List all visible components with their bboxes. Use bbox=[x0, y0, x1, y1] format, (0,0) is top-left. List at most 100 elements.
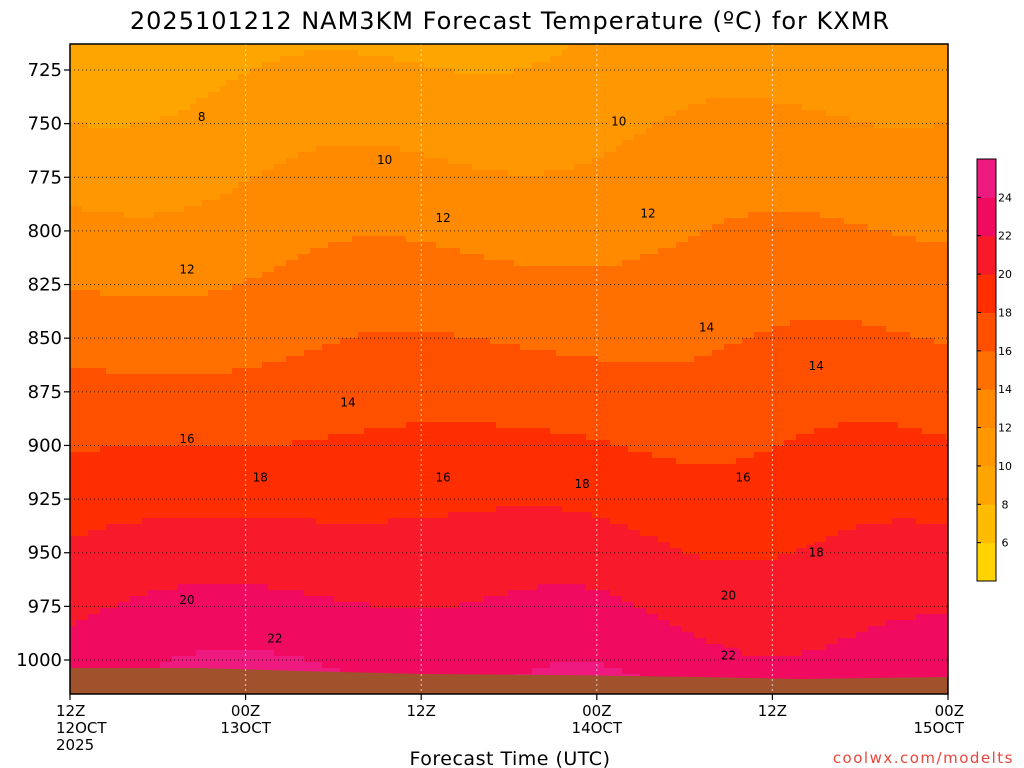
field-cell bbox=[316, 206, 323, 213]
field-cell bbox=[130, 494, 137, 501]
field-cell bbox=[130, 98, 137, 105]
field-cell bbox=[166, 242, 173, 249]
field-cell bbox=[148, 656, 155, 663]
field-cell bbox=[262, 188, 269, 195]
field-cell bbox=[118, 308, 125, 315]
field-cell bbox=[190, 338, 197, 345]
field-cell bbox=[226, 578, 233, 585]
field-cell bbox=[94, 548, 101, 555]
field-cell bbox=[124, 512, 131, 519]
field-cell bbox=[196, 374, 203, 381]
field-cell bbox=[88, 236, 95, 243]
field-cell bbox=[184, 110, 191, 117]
field-cell bbox=[250, 140, 257, 147]
field-cell bbox=[226, 368, 233, 375]
field-cell bbox=[70, 380, 77, 387]
field-cell bbox=[238, 572, 245, 579]
field-cell bbox=[76, 452, 83, 459]
field-cell bbox=[136, 488, 143, 495]
field-cell bbox=[196, 644, 203, 651]
field-cell bbox=[280, 482, 287, 489]
field-cell bbox=[142, 44, 149, 51]
field-cell bbox=[298, 290, 305, 297]
field-cell bbox=[232, 338, 239, 345]
field-cell bbox=[124, 482, 131, 489]
field-cell bbox=[226, 128, 233, 135]
field-cell bbox=[268, 476, 275, 483]
field-cell bbox=[112, 656, 119, 663]
field-cell bbox=[100, 494, 107, 501]
field-cell bbox=[238, 458, 245, 465]
field-cell bbox=[142, 632, 149, 639]
field-cell bbox=[130, 596, 137, 603]
field-cell bbox=[118, 494, 125, 501]
field-cell bbox=[166, 650, 173, 657]
field-cell bbox=[232, 110, 239, 117]
field-cell bbox=[76, 266, 83, 273]
field-cell bbox=[172, 584, 179, 591]
field-cell bbox=[310, 386, 317, 393]
field-cell bbox=[208, 644, 215, 651]
field-cell bbox=[232, 68, 239, 75]
field-cell bbox=[280, 260, 287, 267]
field-cell bbox=[184, 398, 191, 405]
field-cell bbox=[82, 440, 89, 447]
field-cell bbox=[250, 632, 257, 639]
field-cell bbox=[292, 602, 299, 609]
field-cell bbox=[118, 644, 125, 651]
field-cell bbox=[136, 218, 143, 225]
field-cell bbox=[70, 434, 77, 441]
field-cell bbox=[184, 302, 191, 309]
field-cell bbox=[226, 326, 233, 333]
field-cell bbox=[142, 242, 149, 249]
field-cell bbox=[124, 86, 131, 93]
field-cell bbox=[100, 188, 107, 195]
field-cell bbox=[244, 98, 251, 105]
field-cell bbox=[304, 86, 311, 93]
field-cell bbox=[148, 326, 155, 333]
field-cell bbox=[328, 278, 335, 285]
field-cell bbox=[100, 182, 107, 189]
field-cell bbox=[88, 548, 95, 555]
field-cell bbox=[166, 68, 173, 75]
field-cell bbox=[88, 260, 95, 267]
field-cell bbox=[184, 56, 191, 63]
field-cell bbox=[322, 410, 329, 417]
field-cell bbox=[130, 644, 137, 651]
field-cell bbox=[118, 80, 125, 87]
field-cell bbox=[124, 644, 131, 651]
field-cell bbox=[328, 236, 335, 243]
field-cell bbox=[136, 200, 143, 207]
field-cell bbox=[142, 86, 149, 93]
field-cell bbox=[100, 524, 107, 531]
field-cell bbox=[268, 362, 275, 369]
field-cell bbox=[94, 188, 101, 195]
field-cell bbox=[244, 110, 251, 117]
field-cell bbox=[286, 404, 293, 411]
field-cell bbox=[154, 74, 161, 81]
field-cell bbox=[100, 434, 107, 441]
field-cell bbox=[160, 188, 167, 195]
field-cell bbox=[118, 374, 125, 381]
field-cell bbox=[316, 164, 323, 171]
field-cell bbox=[190, 476, 197, 483]
field-cell bbox=[82, 572, 89, 579]
field-cell bbox=[196, 296, 203, 303]
field-cell bbox=[268, 548, 275, 555]
field-cell bbox=[196, 404, 203, 411]
field-cell bbox=[166, 374, 173, 381]
field-cell bbox=[202, 158, 209, 165]
field-cell bbox=[130, 344, 137, 351]
field-cell bbox=[202, 398, 209, 405]
field-cell bbox=[280, 164, 287, 171]
field-cell bbox=[130, 278, 137, 285]
field-cell bbox=[274, 320, 281, 327]
field-cell bbox=[154, 308, 161, 315]
field-cell bbox=[106, 446, 113, 453]
field-cell bbox=[328, 206, 335, 213]
field-cell bbox=[154, 104, 161, 111]
field-cell bbox=[304, 272, 311, 279]
field-cell bbox=[76, 350, 83, 357]
field-cell bbox=[244, 206, 251, 213]
field-cell bbox=[160, 566, 167, 573]
